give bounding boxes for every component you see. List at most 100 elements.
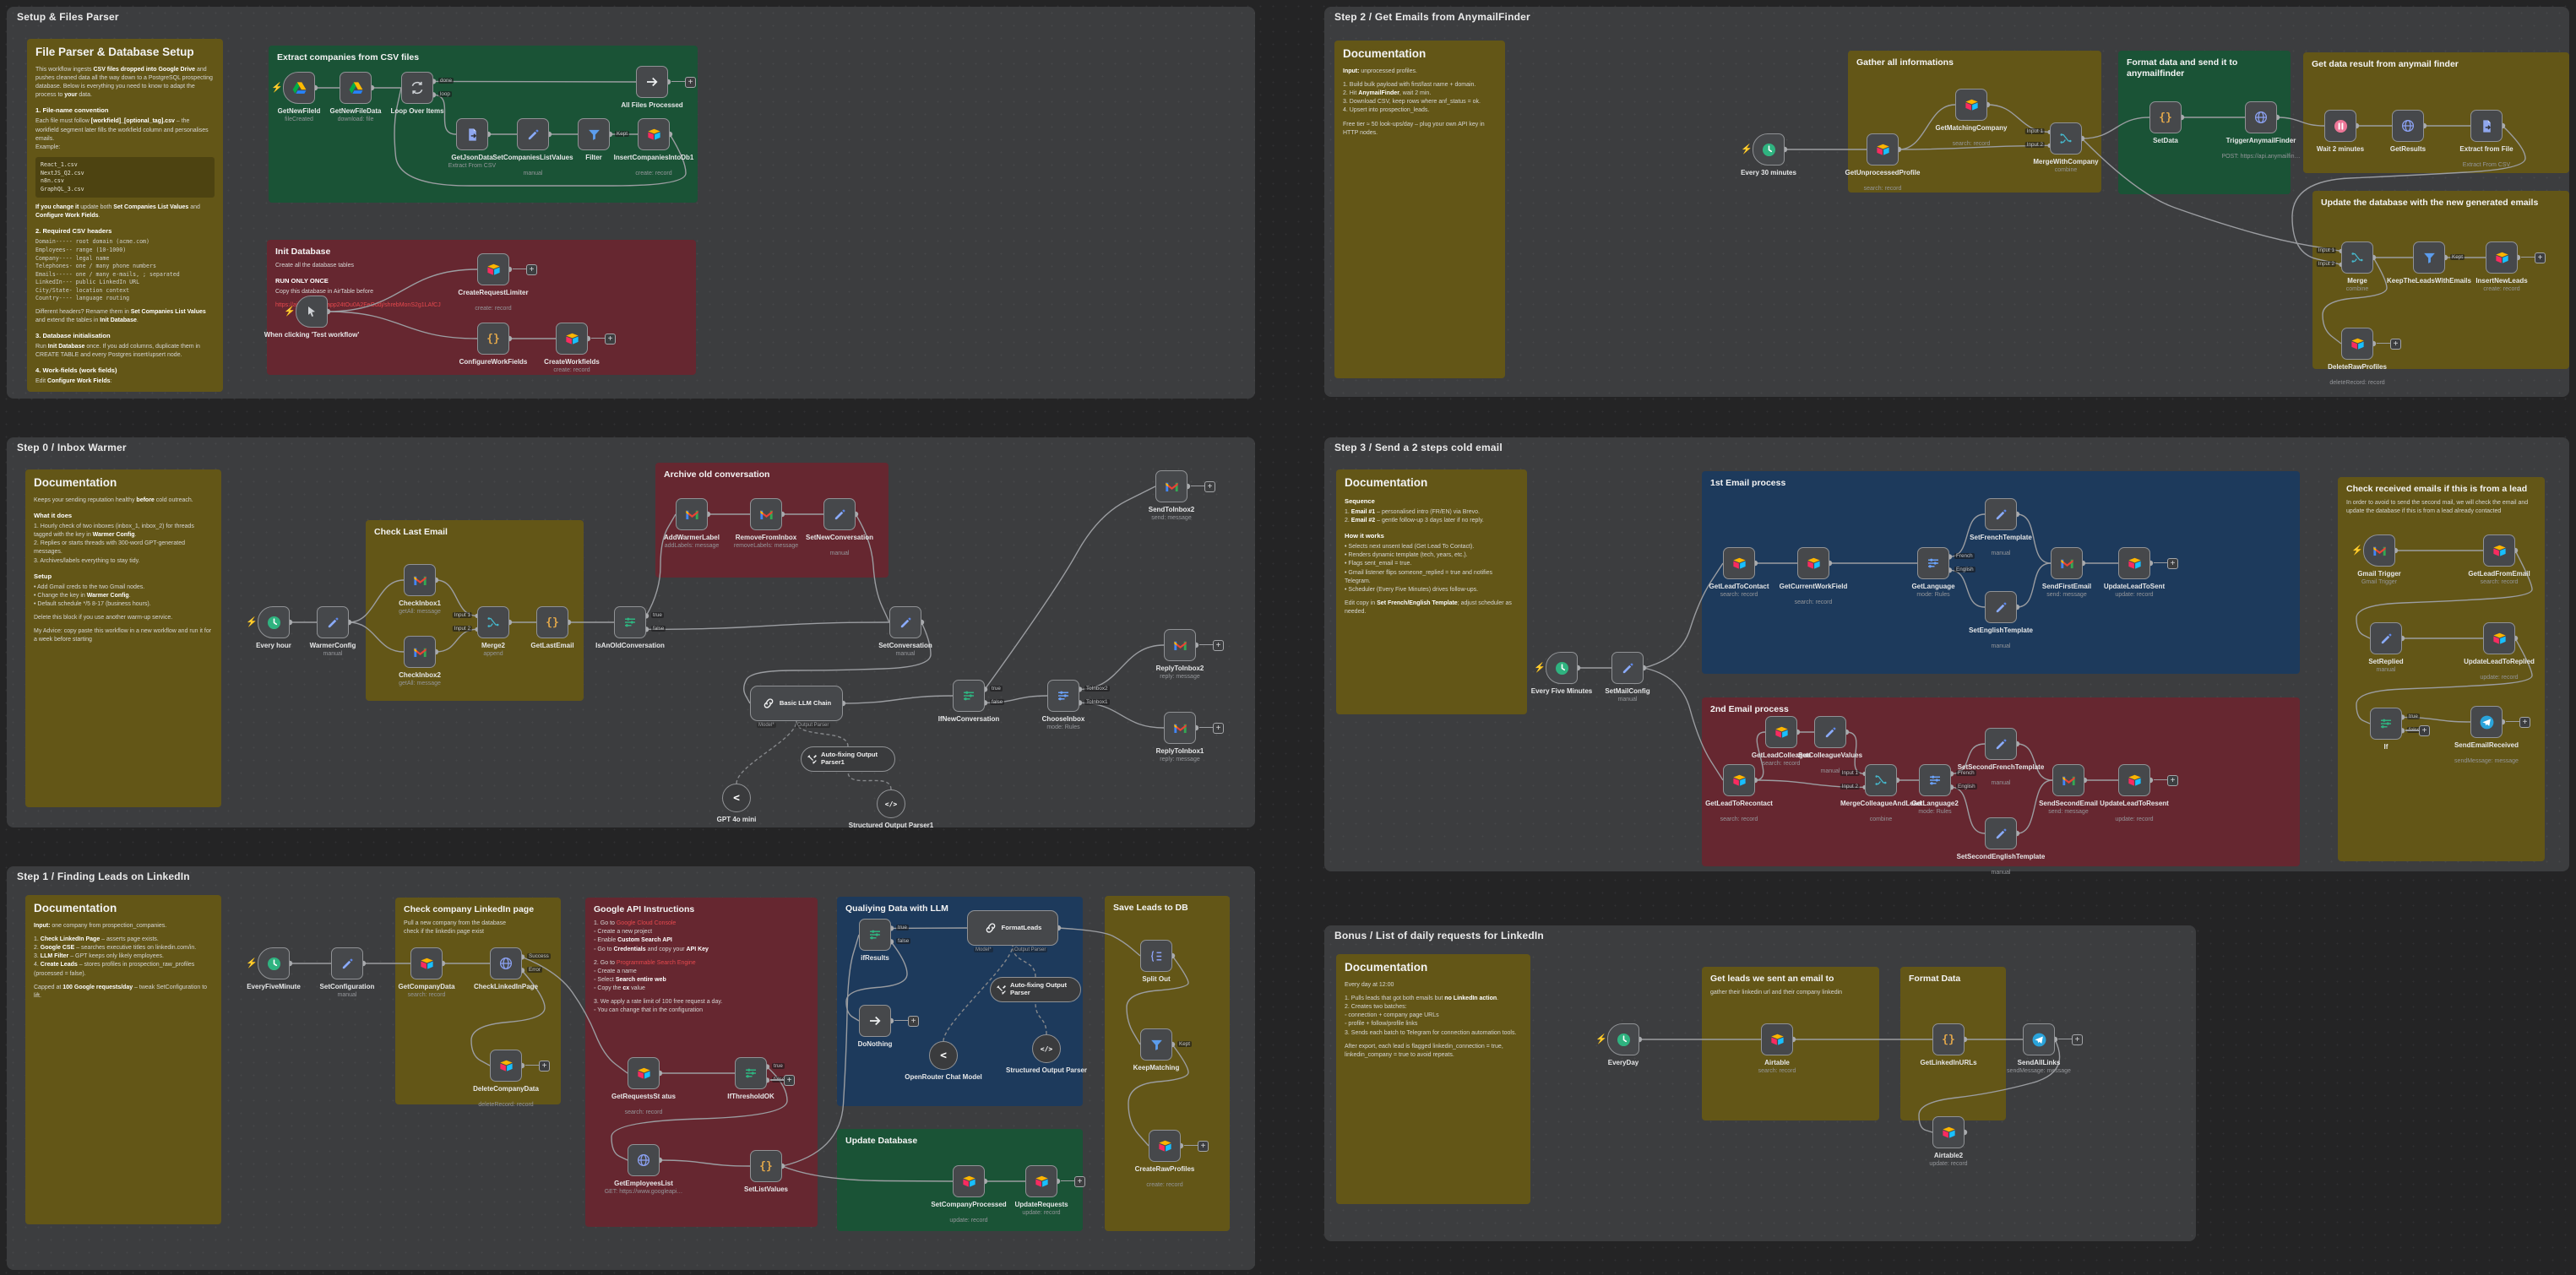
node-ReplyToInbox2[interactable] (1164, 629, 1196, 661)
node-GetLeadToContact[interactable] (1723, 547, 1755, 579)
node-SetListValues[interactable]: {} (750, 1150, 782, 1182)
node-TriggerAnymailFinder[interactable] (2245, 101, 2277, 133)
add-node-button[interactable]: + (513, 263, 537, 275)
node-KeepLeads[interactable] (2413, 241, 2445, 274)
node-SendEmailReceived[interactable] (2470, 706, 2503, 738)
node-EveryDay[interactable] (1607, 1023, 1639, 1055)
node-InsertCompaniesIntoDb1[interactable] (638, 118, 670, 150)
sticky-note-doc-bonus[interactable]: Documentation Every day at 12:00 1. Pulls … (1336, 954, 1530, 1204)
add-node-button[interactable]: + (2154, 774, 2178, 786)
sticky-note-doc-step0[interactable]: Documentation Keeps your sending reputati… (25, 469, 221, 807)
node-MergeWithCompany[interactable] (2050, 122, 2082, 155)
sticky-note-doc-setup[interactable]: File Parser & Database Setup This workflo… (27, 39, 223, 392)
node-AllFilesProcessed[interactable] (636, 66, 668, 98)
node-GetJsonData[interactable] (456, 118, 488, 150)
node-SetColleagueValues[interactable] (1814, 716, 1846, 748)
node-IfNode[interactable] (2370, 708, 2402, 740)
node-SetCompanyProcessed[interactable] (953, 1165, 985, 1197)
node-InsertNewLeads[interactable] (2486, 241, 2518, 274)
node-SetFrenchTemplate[interactable] (1985, 498, 2017, 530)
add-node-button[interactable]: + (2058, 1034, 2083, 1045)
node-WarmerConfig[interactable] (317, 606, 349, 638)
add-node-button[interactable]: + (770, 1074, 795, 1086)
node-StructuredOutput1[interactable]: </> (877, 789, 905, 818)
node-SetSecondEnglishTemplate[interactable] (1985, 817, 2017, 849)
node-GetCurrentWorkField[interactable] (1797, 547, 1829, 579)
node-KeepMatching[interactable] (1140, 1028, 1172, 1061)
node-GetLastEmail[interactable]: {} (536, 606, 568, 638)
node-GetEmployeesList[interactable] (628, 1144, 660, 1176)
node-ExtractFromFile[interactable] (2470, 110, 2503, 142)
node-StructuredOutput[interactable]: </> (1032, 1034, 1061, 1063)
add-node-button[interactable]: + (2521, 252, 2546, 263)
node-DeleteCompanyData[interactable] (490, 1050, 522, 1082)
node-GPT4omini[interactable]: < (722, 784, 751, 812)
node-SendSecondEmail[interactable] (2052, 764, 2084, 796)
node-CheckLinkedInPage[interactable] (490, 947, 522, 979)
node-CheckInbox2[interactable] (404, 636, 436, 668)
node-SplitOut[interactable] (1140, 940, 1172, 972)
node-DoNothing[interactable] (859, 1005, 891, 1037)
node-FilterNode[interactable] (578, 118, 610, 150)
node-GetMatchingCompany[interactable] (1955, 89, 1987, 121)
node-GetNewFileData[interactable] (340, 72, 372, 104)
sticky-note-doc-step2[interactable]: Documentation Input: unprocessed profiles… (1334, 41, 1505, 378)
node-BasicLLMChain[interactable]: Basic LLM Chain (750, 686, 843, 721)
node-SetData[interactable]: {} (2149, 101, 2182, 133)
node-IfNewConversation[interactable] (953, 680, 985, 712)
node-ChooseInbox[interactable] (1047, 680, 1079, 712)
add-node-button[interactable]: + (1199, 639, 1224, 651)
node-CreateRawProfiles[interactable] (1149, 1130, 1181, 1162)
node-UpdateLeadToSent[interactable] (2118, 547, 2150, 579)
node-SetEnglishTemplate[interactable] (1985, 591, 2017, 623)
add-node-button[interactable]: + (2506, 716, 2530, 728)
add-node-button[interactable]: + (671, 76, 696, 88)
node-SetSecondFrenchTemplate[interactable] (1985, 728, 2017, 760)
node-SetReplied[interactable] (2370, 622, 2402, 654)
node-Every30[interactable] (1753, 133, 1785, 165)
node-Airtable2[interactable] (1932, 1116, 1965, 1148)
node-GetResults[interactable] (2392, 110, 2424, 142)
node-SetConfiguration[interactable] (331, 947, 363, 979)
node-AutoFixing1[interactable]: Auto-fixing Output Parser1 (801, 746, 895, 772)
node-AddWarmerLabel[interactable] (676, 498, 708, 530)
node-WhenClickingTest[interactable] (296, 296, 328, 328)
node-GetLinkedInURLs[interactable]: {} (1932, 1023, 1965, 1055)
node-FormatLeads[interactable]: FormatLeads (967, 910, 1058, 946)
node-IfThresholdOK[interactable] (735, 1057, 767, 1089)
node-SendAllLinks[interactable] (2023, 1023, 2055, 1055)
node-CreateRequestLimiter[interactable] (477, 253, 509, 285)
node-UpdateLeadToResent[interactable] (2118, 764, 2150, 796)
node-AirtableB[interactable] (1761, 1023, 1793, 1055)
add-node-button[interactable]: + (591, 333, 616, 345)
node-SetMailConfig[interactable] (1611, 652, 1644, 684)
add-node-button[interactable]: + (1184, 1140, 1209, 1152)
node-EveryHour[interactable] (258, 606, 290, 638)
node-CreateWorkfields[interactable] (556, 323, 588, 355)
add-node-button[interactable]: + (2377, 338, 2401, 350)
node-GetLeadColleague[interactable] (1765, 716, 1797, 748)
node-IsAnOldConversation[interactable] (614, 606, 646, 638)
node-AutoFixing[interactable]: Auto-fixing Output Parser (990, 977, 1081, 1002)
node-ifResults[interactable] (859, 919, 891, 951)
add-node-button[interactable]: + (1191, 480, 1215, 492)
sticky-note-doc-step1[interactable]: Documentation Input: one company from pro… (25, 895, 221, 1224)
node-ReplyToInbox1[interactable] (1164, 712, 1196, 744)
node-MergeColleagueAndLead[interactable] (1865, 764, 1897, 796)
add-node-button[interactable]: + (525, 1060, 550, 1072)
node-GetRequestsStatus[interactable] (628, 1057, 660, 1089)
node-DeleteRawProfiles[interactable] (2341, 328, 2373, 360)
node-MergeUpd[interactable] (2341, 241, 2373, 274)
node-Merge2[interactable] (477, 606, 509, 638)
add-node-button[interactable]: + (1061, 1175, 1085, 1187)
sticky-note-check-linkedin[interactable]: Check company LinkedIn page Pull a new co… (395, 898, 561, 1104)
node-GetNewFileId[interactable] (283, 72, 315, 104)
node-GetLeadFromEmail[interactable] (2483, 534, 2515, 567)
node-EveryFiveMinute[interactable] (258, 947, 290, 979)
node-SetCompaniesListValues[interactable] (517, 118, 549, 150)
node-SendToInbox2[interactable] (1155, 470, 1187, 502)
node-UpdateLeadToReplied[interactable] (2483, 622, 2515, 654)
node-LoopOverItems[interactable] (401, 72, 433, 104)
node-GetUnprocessedProfile[interactable] (1867, 133, 1899, 165)
